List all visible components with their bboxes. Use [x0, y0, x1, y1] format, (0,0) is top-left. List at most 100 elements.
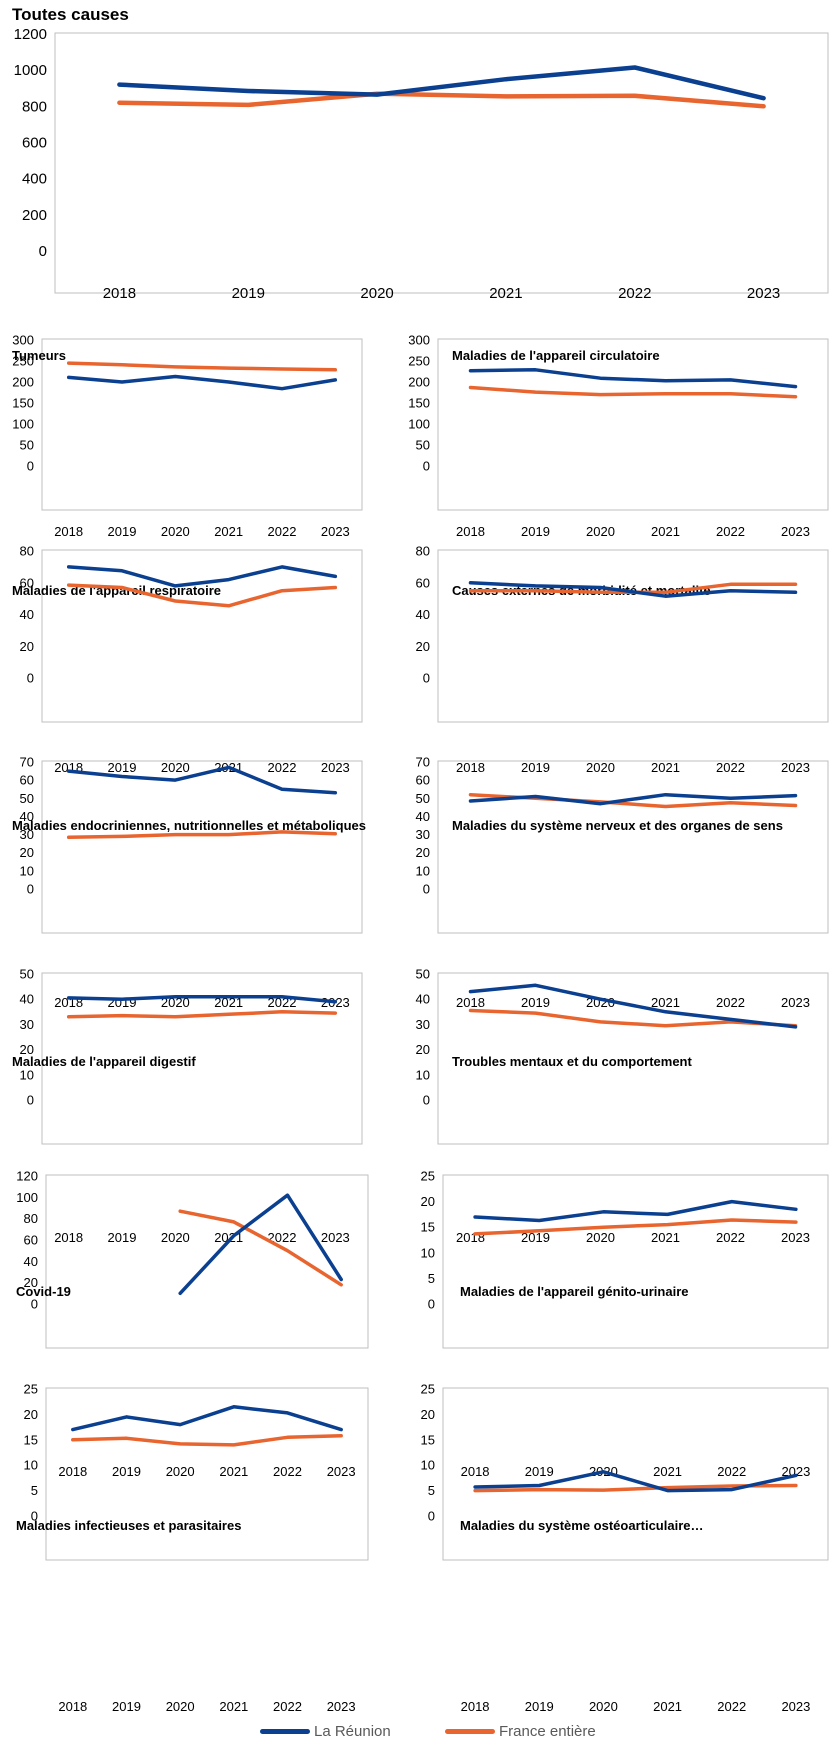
panel-title: Maladies du système nerveux et des organ…	[452, 818, 783, 833]
y-tick-label: 20	[24, 1407, 38, 1422]
y-tick-label: 40	[24, 1254, 38, 1269]
y-tick-label: 60	[416, 575, 430, 590]
y-tick-label: 100	[16, 1190, 38, 1205]
panel-11: Maladies de l'appareil génito-urinaire05…	[421, 1169, 828, 1480]
y-tick-label: 10	[24, 1458, 38, 1473]
y-tick-label: 20	[421, 1194, 435, 1209]
y-tick-label: 80	[24, 1211, 38, 1226]
y-tick-label: 60	[20, 575, 34, 590]
x-tick-label: 2019	[521, 524, 550, 539]
panel-7: Maladies du système nerveux et des organ…	[416, 755, 828, 1011]
series-line-1	[69, 377, 336, 389]
x-tick-label: 2023	[781, 524, 810, 539]
x-tick-label: 2020	[360, 285, 393, 302]
legend-label-series-2: France entière	[499, 1723, 596, 1740]
series-line-2	[475, 1220, 796, 1234]
series-line-2	[73, 1436, 341, 1445]
x-tick-label: 2021	[651, 524, 680, 539]
series-line-1	[73, 1407, 341, 1430]
x-tick-label: 2023	[327, 1464, 356, 1479]
x-tick-label: 2018	[103, 285, 136, 302]
x-tick-label: 2021	[651, 760, 680, 775]
panel-13: Maladies du système ostéoarticulaire…051…	[421, 1382, 828, 1715]
y-tick-label: 0	[31, 1509, 38, 1524]
y-tick-label: 100	[408, 417, 430, 432]
x-tick-label: 2023	[327, 1699, 356, 1714]
y-tick-label: 150	[12, 396, 34, 411]
y-tick-label: 50	[20, 791, 34, 806]
x-tick-label: 2022	[273, 1464, 302, 1479]
y-tick-label: 60	[24, 1233, 38, 1248]
y-tick-label: 0	[423, 1093, 430, 1108]
y-tick-label: 30	[20, 1017, 34, 1032]
panel-title: Maladies de l'appareil génito-urinaire	[460, 1284, 688, 1299]
y-tick-label: 0	[27, 671, 34, 686]
y-tick-label: 30	[416, 827, 430, 842]
x-tick-label: 2019	[232, 285, 265, 302]
series-line-1	[475, 1202, 796, 1221]
y-tick-label: 120	[16, 1169, 38, 1184]
x-tick-label: 2018	[461, 1699, 490, 1714]
x-tick-label: 2020	[586, 524, 615, 539]
panel-10: Covid-190 20 40 60 80 100 120 2018 2019 2020 2021 2…	[16, 1169, 368, 1480]
y-tick-label: 200	[12, 375, 34, 390]
y-tick-label: 20	[24, 1275, 38, 1290]
y-tick-label: 300	[408, 333, 430, 348]
plot-frame	[443, 1388, 828, 1560]
y-tick-label: 10	[421, 1245, 435, 1260]
y-tick-label: 0	[27, 882, 34, 897]
x-tick-label: 2023	[747, 285, 780, 302]
y-tick-label: 60	[20, 773, 34, 788]
y-tick-label: 50	[20, 438, 34, 453]
x-tick-label: 2019	[108, 760, 137, 775]
x-tick-label: 2020	[161, 760, 190, 775]
x-tick-label: 2019	[521, 995, 550, 1010]
y-tick-label: 150	[408, 396, 430, 411]
panel-12: Maladies infectieuses et parasitaires051…	[16, 1382, 368, 1715]
plot-frame	[438, 761, 828, 933]
x-tick-label: 2021	[214, 524, 243, 539]
plot-frame	[443, 1175, 828, 1348]
panel-title: Maladies de l'appareil circulatoire	[452, 348, 660, 363]
panel-1: Toutes causes0200400600800100012002018 20…	[12, 5, 828, 302]
x-tick-label: 2022	[268, 524, 297, 539]
x-tick-label: 2019	[108, 524, 137, 539]
y-tick-label: 20	[20, 1042, 34, 1057]
legend-swatch-series-1	[260, 1729, 310, 1734]
panel-title: Maladies du système ostéoarticulaire…	[460, 1518, 703, 1533]
y-tick-label: 10	[416, 863, 430, 878]
x-tick-label: 2022	[717, 1464, 746, 1479]
x-tick-label: 2023	[781, 1230, 810, 1245]
y-tick-label: 20	[416, 1042, 430, 1057]
series-line-1	[471, 370, 796, 387]
legend-swatch-series-2	[445, 1729, 495, 1734]
y-tick-label: 40	[416, 607, 430, 622]
x-tick-label: 2023	[781, 1699, 810, 1714]
x-tick-label: 2021	[219, 1699, 248, 1714]
y-tick-label: 0	[31, 1297, 38, 1312]
x-tick-label: 2021	[219, 1464, 248, 1479]
legend-label-series-1: La Réunion	[314, 1723, 391, 1740]
x-tick-label: 2021	[489, 285, 522, 302]
y-tick-label: 20	[421, 1407, 435, 1422]
y-tick-label: 50	[20, 967, 34, 982]
x-tick-label: 2022	[716, 760, 745, 775]
y-tick-label: 20	[20, 845, 34, 860]
x-tick-label: 2022	[716, 1230, 745, 1245]
y-tick-label: 100	[12, 417, 34, 432]
x-tick-label: 2019	[521, 760, 550, 775]
y-tick-label: 800	[22, 98, 47, 115]
x-tick-label: 2018	[54, 1230, 83, 1245]
series-line-2	[180, 1211, 341, 1285]
y-tick-label: 600	[22, 135, 47, 152]
x-tick-label: 2022	[717, 1699, 746, 1714]
y-tick-label: 0	[423, 671, 430, 686]
y-tick-label: 40	[416, 809, 430, 824]
panel-title: Maladies infectieuses et parasitaires	[16, 1518, 241, 1533]
y-tick-label: 70	[416, 755, 430, 770]
x-tick-label: 2023	[321, 524, 350, 539]
x-tick-label: 2020	[161, 1230, 190, 1245]
x-tick-label: 2019	[108, 1230, 137, 1245]
x-tick-label: 2021	[653, 1699, 682, 1714]
